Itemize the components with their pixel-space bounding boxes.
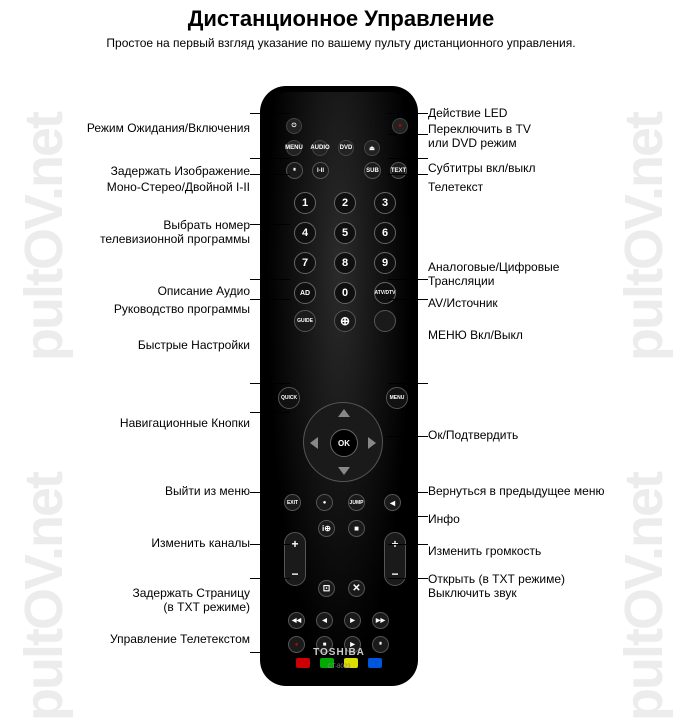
remote-button[interactable]: TEXT — [390, 162, 407, 179]
watermark: pultOV.net — [613, 113, 675, 361]
remote-button[interactable]: ■ — [348, 520, 365, 537]
remote-button[interactable]: AD — [294, 282, 316, 304]
model-label: CT-8023 — [266, 664, 412, 670]
remote-button[interactable]: JUMP — [348, 494, 365, 511]
page-subtitle: Простое на первый взгляд указание по ваш… — [0, 36, 682, 50]
callout-label: Выбрать номертелевизионной программы — [100, 218, 250, 246]
remote-button[interactable]: ◀ — [316, 612, 333, 629]
remote-button[interactable]: AUDIO — [312, 140, 328, 156]
remote-button[interactable]: 4 — [294, 222, 316, 244]
callout-label: Изменить громкость — [428, 544, 541, 558]
remote-button[interactable]: 3 — [374, 192, 396, 214]
remote-button[interactable]: DVD — [338, 140, 354, 156]
remote-button[interactable]: GUIDE — [294, 310, 316, 332]
remote-button[interactable]: 9 — [374, 252, 396, 274]
callout-label: Задержать Страницу(в ТХТ режиме) — [132, 586, 250, 614]
page-title: Дистанционное Управление — [0, 6, 682, 32]
remote-button[interactable]: 5 — [334, 222, 356, 244]
remote-button[interactable]: SUB — [364, 162, 381, 179]
remote-face: ⏻ ● MENU AUDIO DVD ⏏ ⏸ I-II SUB TEXT 123 456 789 AD 0A… — [266, 92, 412, 680]
remote-button[interactable]: ● — [316, 494, 333, 511]
callout-label: Моно-Стерео/Двойной I-II — [107, 180, 250, 194]
callout-label: Задержать Изображение — [111, 164, 250, 178]
callout-label: Управление Телетекстом — [110, 632, 250, 646]
callout-label: Выйти из меню — [165, 484, 250, 498]
remote-button[interactable]: EXIT — [284, 494, 301, 511]
callout-label: Открыть (в ТХТ режиме)Выключить звук — [428, 572, 565, 600]
remote-button[interactable]: 1 — [294, 192, 316, 214]
remote-button[interactable]: 6 — [374, 222, 396, 244]
remote-button[interactable]: QUICK — [278, 387, 300, 409]
callout-label: Навигационные Кнопки — [120, 416, 250, 430]
callout-label: Быстрые Настройки — [138, 338, 250, 352]
watermark: pultOV.net — [13, 473, 75, 721]
callout-label: Описание Аудио — [158, 284, 250, 298]
remote-button[interactable]: 8 — [334, 252, 356, 274]
remote-button[interactable]: I-II — [312, 162, 329, 179]
callout-label: Режим Ожидания/Включения — [87, 121, 250, 135]
remote-body: ⏻ ● MENU AUDIO DVD ⏏ ⏸ I-II SUB TEXT 123 456 789 AD 0A… — [260, 86, 418, 686]
callout-label: Действие LED — [428, 106, 507, 120]
remote-button[interactable]: ▶ — [344, 612, 361, 629]
arrow-left-icon[interactable] — [310, 437, 318, 449]
remote-button[interactable]: ✕ — [348, 580, 365, 597]
callout-label: Переключить в TVили DVD режим — [428, 122, 531, 150]
arrow-right-icon[interactable] — [368, 437, 376, 449]
remote-button[interactable]: ● — [392, 118, 408, 134]
remote-button[interactable] — [374, 310, 396, 332]
callout-label: Oк/Подтвердить — [428, 428, 518, 442]
callout-label: МЕНЮ Вкл/Выкл — [428, 328, 523, 342]
remote-button[interactable]: ATV/DTV — [374, 282, 396, 304]
callout-label: Субтитры вкл/выкл — [428, 161, 535, 175]
remote-button[interactable]: ⊕ — [334, 310, 356, 332]
callout-label: Аналоговые/ЦифровыеТрансляции — [428, 260, 559, 288]
remote-button[interactable]: ◄ — [384, 494, 401, 511]
remote-button[interactable]: ⏏ — [364, 140, 380, 156]
callout-label: Руководство программы — [114, 302, 250, 316]
remote-button[interactable]: 7 — [294, 252, 316, 274]
remote-button[interactable]: ◀◀ — [288, 612, 305, 629]
arrow-down-icon[interactable] — [338, 467, 350, 475]
callout-label: Телетекст — [428, 180, 483, 194]
watermark: pultOV.net — [13, 113, 75, 361]
remote-button[interactable]: MENU — [286, 140, 302, 156]
ok-button[interactable]: OK — [330, 429, 358, 457]
remote-button[interactable]: ▶▶ — [372, 612, 389, 629]
remote-button[interactable]: ⏸ — [286, 162, 303, 179]
remote-button[interactable]: 2 — [334, 192, 356, 214]
remote-button[interactable]: ⏻ — [286, 118, 302, 134]
arrow-up-icon[interactable] — [338, 409, 350, 417]
remote-button[interactable]: 0 — [334, 282, 356, 304]
dpad[interactable]: OK — [303, 402, 383, 482]
callout-label: AV/Источник — [428, 296, 498, 310]
remote-button[interactable]: i⊕ — [318, 520, 335, 537]
callout-label: Вернуться в предыдущее меню — [428, 484, 604, 498]
callout-label: Инфо — [428, 512, 460, 526]
remote-button[interactable]: MENU — [386, 387, 408, 409]
watermark: pultOV.net — [613, 473, 675, 721]
callout-label: Изменить каналы — [151, 536, 250, 550]
remote-button[interactable]: ⊡ — [318, 580, 335, 597]
